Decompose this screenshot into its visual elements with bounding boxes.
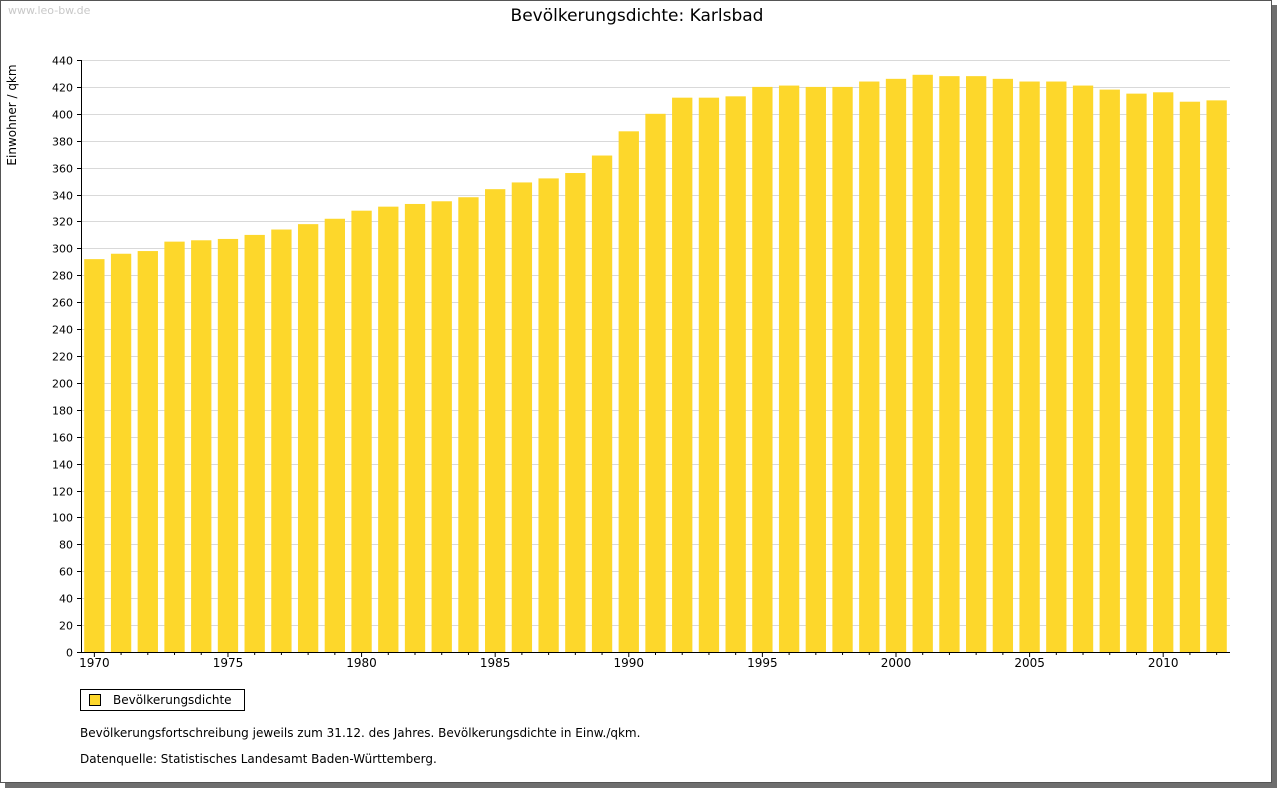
y-tick-label: 60 bbox=[59, 566, 73, 579]
bar-1999 bbox=[859, 81, 880, 652]
bar-2012 bbox=[1206, 100, 1227, 652]
chart-title: Bevölkerungsdichte: Karlsbad bbox=[511, 6, 764, 26]
bar-1989 bbox=[591, 155, 613, 652]
x-tick-label: 1970 bbox=[79, 656, 110, 670]
bar-1998 bbox=[832, 86, 853, 653]
y-tick-label: 280 bbox=[52, 270, 73, 283]
bar-1993 bbox=[698, 97, 720, 652]
bar-1983 bbox=[431, 201, 452, 653]
x-tick-label: 1980 bbox=[346, 656, 377, 670]
y-tick-label: 200 bbox=[52, 378, 73, 391]
bar-1986 bbox=[511, 182, 533, 652]
y-tick-label: 40 bbox=[59, 593, 73, 606]
y-tick-label: 300 bbox=[52, 243, 73, 256]
bar-1990 bbox=[618, 131, 639, 653]
bar-1972 bbox=[137, 251, 158, 652]
bar-1982 bbox=[404, 203, 426, 653]
bar-1981 bbox=[378, 206, 399, 652]
bar-2009 bbox=[1126, 93, 1147, 653]
bars bbox=[84, 74, 1227, 653]
x-tick-label: 2000 bbox=[881, 656, 912, 670]
y-tick-label: 320 bbox=[52, 216, 73, 229]
bar-1977 bbox=[271, 229, 292, 652]
x-tick-label: 2010 bbox=[1148, 656, 1179, 670]
note-methodology: Bevölkerungsfortschreibung jeweils zum 3… bbox=[80, 726, 641, 740]
bar-2007 bbox=[1072, 85, 1094, 652]
bar-2010 bbox=[1153, 92, 1174, 653]
x-tick-label: 2005 bbox=[1014, 656, 1045, 670]
x-tick-label: 1975 bbox=[213, 656, 244, 670]
x-tick-label: 1995 bbox=[747, 656, 778, 670]
bar-1987 bbox=[538, 178, 559, 652]
bar-2002 bbox=[939, 76, 960, 653]
axes: 0 20 40 60 80 100 120 140 160 180 200 220 240 260 280 3… bbox=[52, 55, 1230, 670]
bar-1974 bbox=[191, 240, 212, 653]
y-tick-label: 80 bbox=[59, 539, 73, 552]
y-tick-label: 0 bbox=[66, 647, 73, 660]
bar-1976 bbox=[244, 234, 265, 652]
bar-1996 bbox=[778, 85, 800, 652]
bar-2001 bbox=[912, 74, 933, 653]
y-tick-label: 360 bbox=[52, 163, 73, 176]
bar-1980 bbox=[351, 210, 372, 652]
note-source: Datenquelle: Statistisches Landesamt Bad… bbox=[80, 752, 437, 766]
y-tick-label: 100 bbox=[52, 512, 73, 525]
bar-2000 bbox=[885, 78, 907, 652]
x-tick-label: 1985 bbox=[480, 656, 511, 670]
bar-1992 bbox=[672, 97, 693, 652]
y-tick-label: 340 bbox=[52, 190, 73, 203]
y-tick-label: 380 bbox=[52, 136, 73, 149]
y-tick-label: 420 bbox=[52, 82, 73, 95]
bar-1991 bbox=[645, 113, 666, 653]
watermark: www.leo-bw.de bbox=[8, 4, 91, 17]
bar-2011 bbox=[1179, 101, 1201, 652]
bar-2004 bbox=[992, 78, 1014, 652]
bar-1984 bbox=[458, 197, 479, 652]
bar-1995 bbox=[752, 86, 773, 653]
bar-2008 bbox=[1099, 89, 1120, 653]
bar-1975 bbox=[217, 238, 239, 653]
bar-1997 bbox=[805, 86, 826, 653]
y-tick-label: 240 bbox=[52, 324, 73, 337]
legend-swatch bbox=[89, 694, 101, 706]
y-tick-label: 220 bbox=[52, 351, 73, 364]
bar-1988 bbox=[565, 173, 586, 652]
bar-1970 bbox=[84, 259, 105, 652]
y-tick-label: 260 bbox=[52, 297, 73, 310]
bar-2006 bbox=[1046, 81, 1067, 652]
y-tick-label: 20 bbox=[59, 620, 73, 633]
bar-1971 bbox=[110, 253, 132, 652]
y-axis-label: Einwohner / qkm bbox=[5, 64, 19, 165]
bar-1985 bbox=[485, 189, 506, 652]
bar-1978 bbox=[297, 224, 319, 653]
legend: Bevölkerungsdichte bbox=[80, 689, 245, 711]
y-tick-label: 160 bbox=[52, 432, 73, 445]
bar-1994 bbox=[725, 96, 746, 652]
bar-2003 bbox=[965, 76, 987, 653]
y-tick-label: 180 bbox=[52, 405, 73, 418]
y-tick-label: 440 bbox=[52, 55, 73, 68]
y-tick-label: 140 bbox=[52, 459, 73, 472]
x-tick-label: 1990 bbox=[614, 656, 645, 670]
y-tick-label: 400 bbox=[52, 109, 73, 122]
y-tick-label: 120 bbox=[52, 486, 73, 499]
bar-1979 bbox=[324, 218, 346, 652]
legend-label: Bevölkerungsdichte bbox=[113, 693, 232, 707]
bar-1973 bbox=[164, 241, 185, 653]
bar-2005 bbox=[1019, 81, 1040, 652]
